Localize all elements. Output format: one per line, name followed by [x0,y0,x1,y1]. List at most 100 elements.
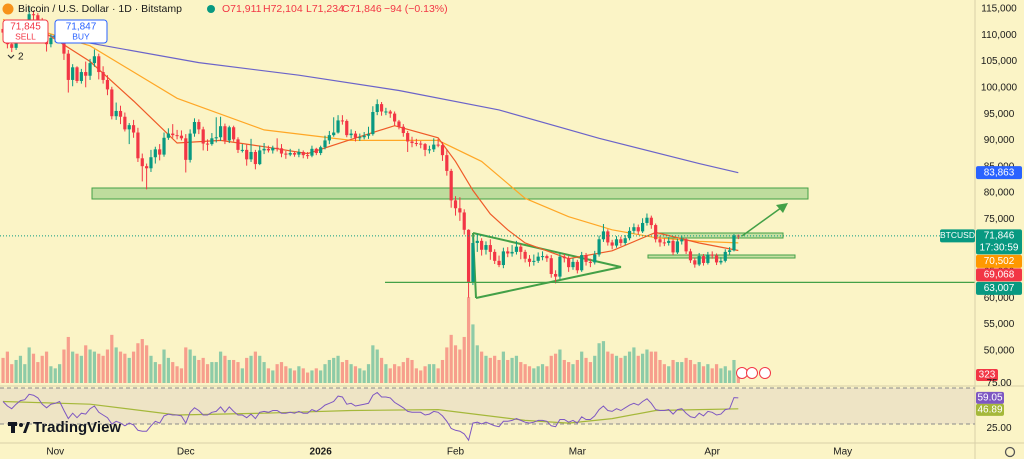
volume-bar [575,359,579,383]
candle-body [393,113,397,122]
y-tick-label: 60,000 [984,293,1015,304]
candle-body [258,150,262,165]
volume-bar [92,351,97,383]
volume-bar [571,364,575,383]
volume-bar [427,364,432,383]
candle-body [358,137,362,139]
volume-bar [158,364,162,383]
volume-bar [323,364,327,383]
candle-body [414,143,418,145]
candle-body [654,225,658,240]
volume-bar [562,359,566,383]
logo-text: TradingView [33,419,121,436]
candle-body [466,229,471,283]
collapse-chevron[interactable] [7,54,15,59]
candle-body [649,217,653,226]
volume-bar [719,368,723,383]
volume-bar [214,362,218,383]
x-tick-label: Nov [46,447,64,458]
volume-bar [493,355,497,383]
volume-bar [31,353,36,383]
volume-bar [18,355,23,383]
candle-body [66,53,70,80]
candle-body [218,126,223,138]
volume-bar [279,362,284,383]
volume-bar [188,349,192,383]
axes: 50,00055,00060,00065,00070,00075,00080,0… [46,4,1022,458]
volume-bar [458,349,462,383]
candle-body [375,104,379,113]
volume-bar [436,368,440,383]
volume-bar [314,368,318,383]
candle-body [262,148,266,151]
candle-body [580,255,584,271]
volume-bar [58,364,62,383]
volume-bar [14,359,18,383]
candle-body [636,227,640,232]
volume-bar [501,351,505,383]
candle-body [232,127,236,140]
candle-body [105,79,110,90]
rsi-ma-badge-label: 46.89 [977,404,1002,415]
volume-bar [523,364,527,383]
candle-body [279,148,284,154]
volume-bar [84,345,88,383]
price-badge [976,268,1022,282]
candle-body [523,251,527,259]
candle-body [71,67,75,80]
rsi-tick-label: 25.00 [986,423,1011,434]
candle-body [527,258,532,262]
y-tick-label: 115,000 [981,4,1017,15]
candle-body [297,151,301,155]
candle-body [662,242,666,244]
volume-bar [88,349,92,383]
volume-bar [497,359,501,383]
volume-bar [649,351,653,383]
volume-bar [271,370,275,383]
volume-bar [53,368,57,383]
candle-body [92,56,97,64]
arrow[interactable] [741,204,786,237]
event-icon[interactable] [746,367,758,379]
volume-badge-label: 323 [979,370,996,381]
price-badge-label: 71,846 [984,231,1015,242]
event-icon[interactable] [736,367,748,379]
volume-bar [362,370,366,383]
candle-body [701,256,706,263]
sell-label: SELL [15,31,36,41]
volume-bar [636,355,640,383]
volume-bar [580,351,584,383]
volume-bar [66,336,70,383]
candle-body [627,230,632,239]
volume-bar [223,355,227,383]
volume-bar [466,297,471,383]
candle-body [723,251,727,261]
candle-body [310,148,314,156]
volume-bar [105,349,110,383]
volume-bar [153,362,157,383]
volume-bar [184,347,188,383]
volume-bar [366,364,371,383]
volume-bar [532,368,536,383]
volume-bar [145,345,149,383]
x-tick-label: 2026 [310,447,333,458]
volume-badge [976,369,998,381]
volume-bar [349,364,353,383]
volume-bar [471,324,475,383]
candle-body [88,63,92,76]
event-icon[interactable] [759,367,771,379]
volume-bar [240,368,244,383]
rsi-ma-badge [976,403,1004,416]
buy-button[interactable] [54,19,108,44]
candle-body [597,239,601,255]
ohlc-low: L71,234 [306,3,344,15]
volume-bar [249,355,253,383]
candle-body [623,238,627,243]
range-box[interactable] [647,254,796,259]
candle-body [432,144,436,150]
candle-body [684,239,688,252]
candle-body [471,242,475,283]
settings-button[interactable] [1004,446,1016,458]
candle-body [366,134,371,136]
sell-button[interactable] [2,19,49,44]
